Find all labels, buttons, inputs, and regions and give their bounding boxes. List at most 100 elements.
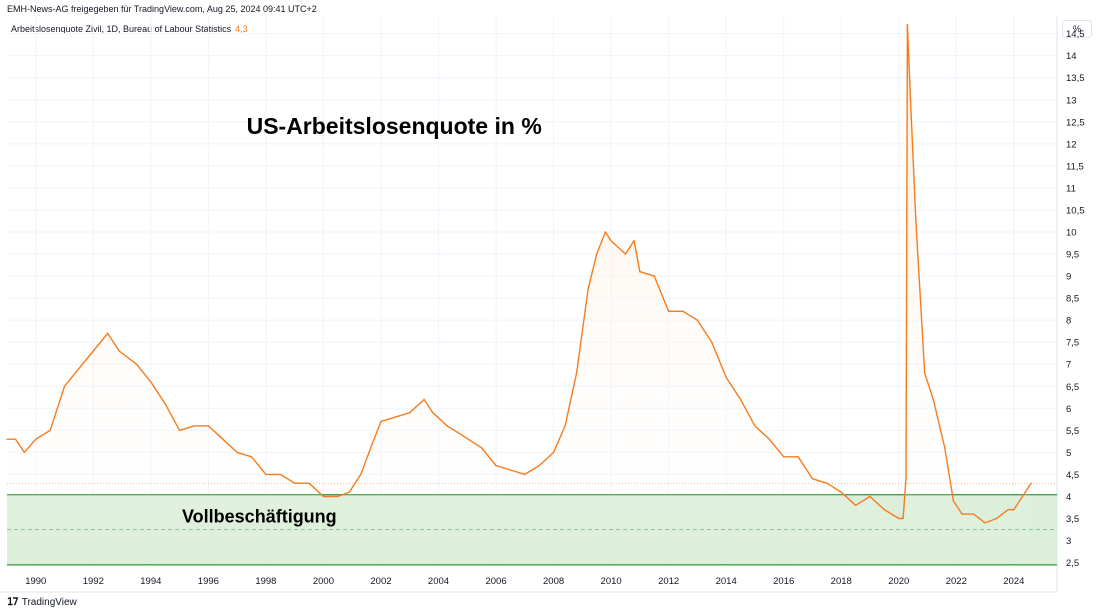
x-tick-label: 2004 xyxy=(428,576,449,587)
x-tick-label: 2006 xyxy=(485,576,506,587)
series-line-segment xyxy=(587,253,598,290)
series-line-segment xyxy=(409,398,425,414)
series-line-segment xyxy=(150,381,166,405)
series-line-segment xyxy=(1021,482,1032,498)
y-tick-label: 14,5 xyxy=(1066,29,1085,40)
x-tick-label: 2014 xyxy=(716,576,737,587)
x-tick-label: 2012 xyxy=(658,576,679,587)
series-line-segment xyxy=(653,275,670,312)
y-tick-label: 6,5 xyxy=(1066,382,1079,393)
y-tick-label: 4 xyxy=(1066,492,1071,503)
series-line-segment xyxy=(905,24,909,480)
x-tick-label: 1996 xyxy=(198,576,219,587)
x-tick-label: 1990 xyxy=(25,576,46,587)
series-line-segment xyxy=(538,451,555,467)
x-tick-label: 1994 xyxy=(140,576,161,587)
series-line-segment xyxy=(337,491,350,498)
series-line-segment xyxy=(725,376,742,401)
series-line-segment xyxy=(915,222,926,374)
series-line-segment xyxy=(394,412,411,418)
series-line-segment xyxy=(924,372,934,401)
x-tick-label: 1992 xyxy=(83,576,104,587)
x-axis[interactable]: 1990 1992 1994 1996 1998 2000 2002 2004 2006 2008… xyxy=(25,576,1024,587)
series-line-segment xyxy=(178,425,195,432)
tradingview-logo[interactable]: 𝟣𝟩 TradingView xyxy=(7,597,77,608)
series-line-segment xyxy=(164,403,181,432)
series-line-segment xyxy=(118,350,138,365)
x-tick-label: 2008 xyxy=(543,576,564,587)
series-line-segment xyxy=(952,500,963,515)
y-tick-label: 3 xyxy=(1066,536,1071,547)
x-tick-label: 2000 xyxy=(313,576,334,587)
y-tick-label: 8 xyxy=(1066,316,1071,327)
series-line-segment xyxy=(236,451,253,458)
series-line-segment xyxy=(207,425,224,440)
x-tick-label: 2024 xyxy=(1003,576,1024,587)
series-line-segment xyxy=(495,464,512,471)
series-line-segment xyxy=(49,385,66,432)
series-line-segment xyxy=(250,456,267,476)
series-line-segment xyxy=(902,478,907,520)
series-line-segment xyxy=(92,332,109,352)
series-line-segment xyxy=(564,372,578,427)
y-tick-label: 5,5 xyxy=(1066,426,1079,437)
series-line-segment xyxy=(423,398,434,414)
series-line-segment xyxy=(682,310,699,321)
y-tick-label: 14 xyxy=(1066,51,1077,62)
series-line-segment xyxy=(826,482,842,493)
x-tick-label: 2016 xyxy=(773,576,794,587)
price-scale-unit-button[interactable]: % xyxy=(1062,20,1092,38)
y-tick-label: 6 xyxy=(1066,404,1071,415)
series-line-segment xyxy=(995,509,1009,520)
series-line-segment xyxy=(446,425,463,436)
series-line-segment xyxy=(78,350,95,370)
y-tick-label: 12,5 xyxy=(1066,117,1085,128)
series-line-segment xyxy=(906,24,911,97)
x-tick-label: 2018 xyxy=(831,576,852,587)
series-line-segment xyxy=(524,464,540,476)
y-tick-label: 13,5 xyxy=(1066,73,1085,84)
series-line-segment xyxy=(460,434,483,449)
y-axis[interactable]: 2,5 3 3,5 4 4,5 5 5,5 6 6,5 7 7,5 8 8,5 9 9,5 10 10,5 11 1… xyxy=(1066,29,1085,569)
series-line-segment xyxy=(932,398,946,449)
series-line-segment xyxy=(371,420,382,445)
y-tick-label: 4,5 xyxy=(1066,470,1079,481)
series-line-segment xyxy=(575,288,589,374)
series-line-segment xyxy=(348,473,362,493)
series-line-segment xyxy=(509,469,526,476)
y-tick-label: 13 xyxy=(1066,95,1077,106)
series-line-segment xyxy=(883,509,900,520)
series-line-segment xyxy=(639,271,655,277)
series-line-segment xyxy=(797,456,814,480)
series-line-segment xyxy=(222,438,238,454)
y-tick-label: 8,5 xyxy=(1066,294,1079,305)
series-legend[interactable]: Arbeitslosenquote Zivil, 1D, Bureau of L… xyxy=(11,24,248,34)
y-tick-label: 10,5 xyxy=(1066,205,1085,216)
area-fill xyxy=(7,24,1032,568)
tradingview-logo-text: TradingView xyxy=(21,597,77,608)
x-tick-label: 1998 xyxy=(255,576,276,587)
y-tick-label: 2,5 xyxy=(1066,558,1079,569)
y-tick-label: 3,5 xyxy=(1066,514,1079,525)
y-tick-label: 9,5 xyxy=(1066,250,1079,261)
y-tick-label: 7,5 xyxy=(1066,338,1079,349)
full-employment-label: Vollbeschäftigung xyxy=(182,506,337,526)
area-fill-path xyxy=(7,24,1032,568)
series-line-segment xyxy=(869,495,886,511)
series-line-segment xyxy=(14,438,25,454)
series-line-segment xyxy=(909,94,917,224)
y-tick-label: 11 xyxy=(1066,183,1076,194)
series-line-segment xyxy=(279,473,296,484)
series-line-segment xyxy=(308,482,325,498)
chart-title-annotation: US-Arbeitslosenquote in % xyxy=(247,113,542,139)
series-line-segment xyxy=(380,416,397,423)
series-line-segment xyxy=(944,447,955,502)
series-line-segment xyxy=(768,438,785,458)
series-line-segment xyxy=(106,332,120,352)
series-line-segment xyxy=(63,367,80,387)
tradingview-logo-icon: 𝟣𝟩 xyxy=(7,597,19,608)
series-line-segment xyxy=(596,231,607,255)
series-line-segment xyxy=(696,319,713,343)
y-tick-label: 10 xyxy=(1066,227,1077,238)
